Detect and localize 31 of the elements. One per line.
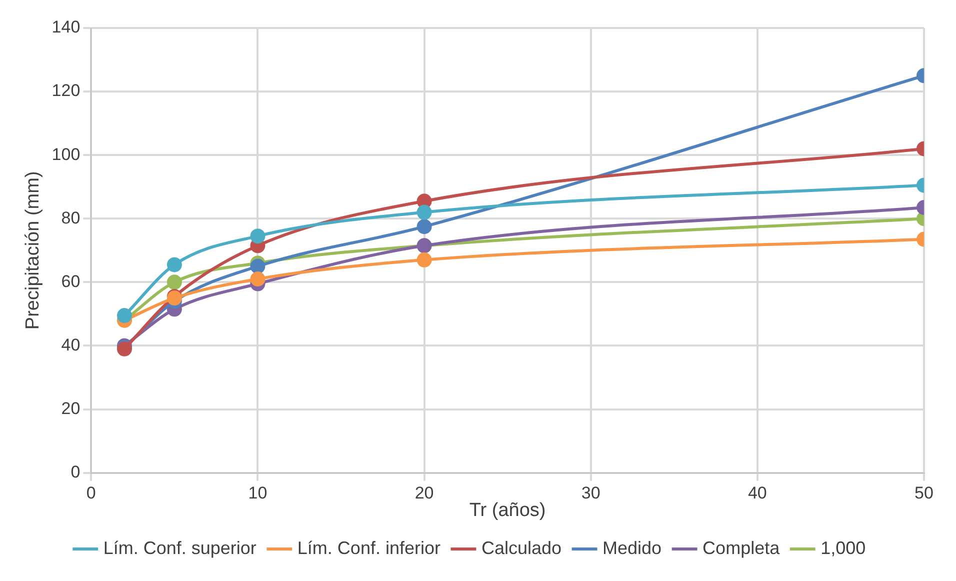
point <box>250 271 266 286</box>
y-tick-label: 100 <box>52 144 80 164</box>
x-tick-label: 40 <box>748 484 767 503</box>
legend-label: Medido <box>602 538 662 558</box>
legend-label: Calculado <box>481 538 562 558</box>
x-tick-label: 0 <box>86 484 96 503</box>
y-tick-label: 80 <box>61 208 80 228</box>
legend-label: Completa <box>702 538 781 558</box>
x-tick-label: 20 <box>414 484 434 503</box>
y-tick-label: 120 <box>52 81 80 100</box>
y-tick-label: 140 <box>52 18 80 37</box>
point <box>166 274 182 290</box>
y-tick-label: 40 <box>61 335 80 354</box>
legend-label: Lím. Conf. inferior <box>297 538 440 558</box>
y-axis-title: Precipitación (mm) <box>22 171 44 330</box>
point <box>250 228 266 244</box>
legend-label: Lím. Conf. superior <box>103 538 256 558</box>
point <box>116 308 132 324</box>
x-tick-label: 50 <box>914 484 934 503</box>
y-tick-label: 60 <box>61 272 80 291</box>
point <box>416 204 432 220</box>
x-axis-title: Tr (años) <box>469 500 546 521</box>
point <box>416 219 432 234</box>
x-tick-label: 30 <box>581 484 600 503</box>
point <box>250 258 266 274</box>
y-tick-label: 0 <box>70 462 80 482</box>
point <box>166 257 182 272</box>
legend-label: 1,000 <box>820 538 866 558</box>
x-tick-label: 10 <box>248 484 268 503</box>
point <box>416 252 432 268</box>
y-tick-label: 20 <box>61 398 80 418</box>
